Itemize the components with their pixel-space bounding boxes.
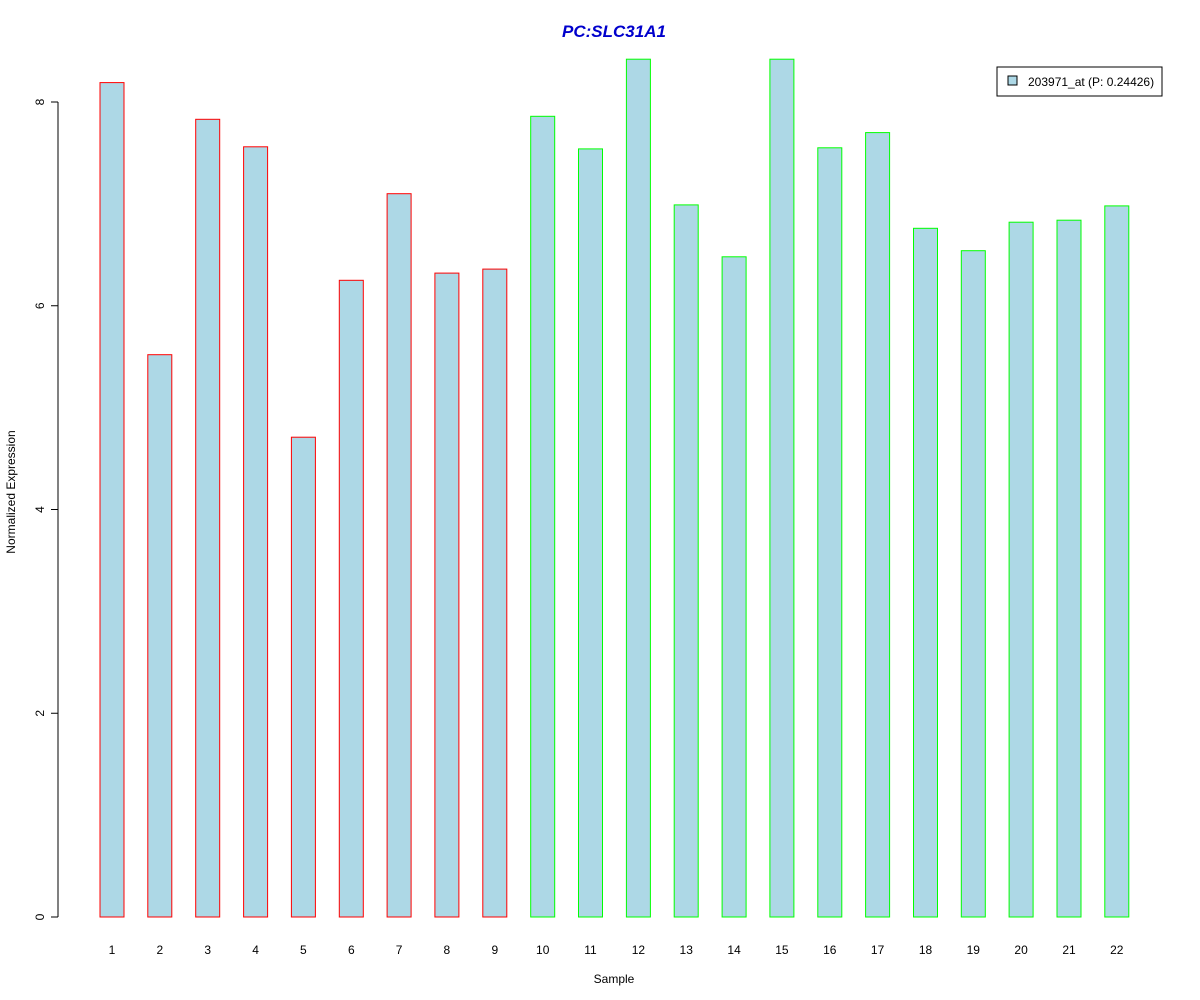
bar-sample-8 — [434, 272, 460, 918]
x-tick-label: 8 — [444, 943, 451, 957]
x-tick-label: 10 — [536, 943, 550, 957]
x-tick-label: 17 — [871, 943, 885, 957]
bar-sample-13 — [673, 204, 699, 918]
legend-swatch — [1007, 75, 1018, 86]
x-tick-label: 9 — [491, 943, 498, 957]
y-axis-label: Normalized Expression — [4, 430, 18, 553]
bar-sample-7 — [386, 193, 412, 918]
bar-sample-15 — [769, 58, 795, 918]
bar-sample-9 — [482, 268, 508, 918]
x-tick-label: 5 — [300, 943, 307, 957]
legend: 203971_at (P: 0.24426) — [996, 66, 1163, 97]
x-tick-label: 11 — [584, 943, 597, 957]
y-tick-label: 2 — [33, 710, 47, 717]
bar-sample-14 — [721, 256, 747, 918]
bar-sample-12 — [625, 58, 651, 918]
x-tick-label: 14 — [727, 943, 741, 957]
x-tick-label: 3 — [204, 943, 211, 957]
x-tick-label: 4 — [252, 943, 259, 957]
x-tick-label: 21 — [1062, 943, 1076, 957]
bar-sample-17 — [865, 132, 891, 918]
bar-sample-6 — [338, 279, 364, 918]
y-tick-label: 0 — [33, 913, 47, 920]
x-tick-label: 6 — [348, 943, 355, 957]
x-tick-label: 15 — [775, 943, 789, 957]
legend-box — [996, 66, 1163, 97]
bar-sample-5 — [290, 436, 316, 918]
bars-group — [99, 58, 1130, 918]
bar-sample-16 — [817, 147, 843, 918]
x-tick-label: 7 — [396, 943, 403, 957]
bar-sample-2 — [147, 354, 173, 918]
y-axis: 0 2 4 6 8 — [33, 98, 59, 920]
legend-label: 203971_at (P: 0.24426) — [1028, 75, 1154, 89]
bar-sample-10 — [530, 115, 556, 918]
y-tick-label: 6 — [33, 302, 47, 309]
x-tick-label: 18 — [919, 943, 933, 957]
x-tick-labels: 1 2 3 4 5 6 7 8 9 10 11 12 13 14 15 16 17 18 19 20 21 22 — [109, 943, 1124, 957]
x-tick-label: 12 — [632, 943, 646, 957]
bar-sample-22 — [1104, 205, 1130, 918]
bar-sample-4 — [243, 146, 269, 918]
bar-sample-1 — [99, 82, 125, 918]
bar-sample-18 — [913, 227, 938, 918]
bar-sample-20 — [1008, 221, 1034, 918]
x-tick-label: 13 — [680, 943, 694, 957]
x-axis-label: Sample — [594, 972, 635, 986]
x-tick-label: 19 — [967, 943, 981, 957]
bar-sample-21 — [1056, 219, 1082, 918]
x-tick-label: 20 — [1014, 943, 1028, 957]
x-tick-label: 22 — [1110, 943, 1124, 957]
x-tick-label: 2 — [156, 943, 163, 957]
x-tick-label: 1 — [109, 943, 116, 957]
y-tick-label: 8 — [33, 98, 47, 105]
chart-title: PC:SLC31A1 — [562, 22, 666, 41]
bar-sample-19 — [960, 250, 986, 918]
bar-sample-3 — [195, 118, 221, 918]
bar-sample-11 — [578, 148, 603, 918]
x-tick-label: 16 — [823, 943, 837, 957]
y-tick-label: 4 — [33, 506, 47, 513]
